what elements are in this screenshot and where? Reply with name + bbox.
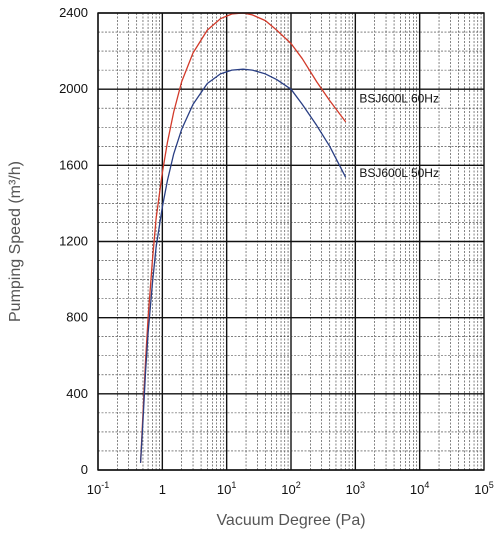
y-axis-title: Pumping Speed (m³/h) xyxy=(7,161,24,322)
y-tick-label: 0 xyxy=(81,462,88,477)
grid-lines xyxy=(97,12,484,471)
y-tick-label: 800 xyxy=(66,310,88,325)
x-axis-title: Vacuum Degree (Pa) xyxy=(216,512,365,529)
x-tick-label: 103 xyxy=(346,480,365,497)
x-tick-label: 1 xyxy=(159,482,166,497)
plot-frame xyxy=(97,12,485,471)
y-tick-label: 400 xyxy=(66,386,88,401)
series-line-60hz xyxy=(139,12,347,464)
series-line-50hz xyxy=(139,68,347,464)
x-tick-label: 102 xyxy=(281,480,300,497)
tick-labels: 0 400 800 1200 1600 2000 2400 10-1 1 101 102 103 104… xyxy=(59,5,494,497)
y-tick-label: 2400 xyxy=(59,5,88,20)
series-labels: BSJ600L 60Hz BSJ600L 50Hz xyxy=(359,91,439,179)
series-label-60hz: BSJ600L 60Hz xyxy=(359,91,439,105)
series-lines xyxy=(139,12,347,464)
y-tick-label: 1600 xyxy=(59,157,88,172)
y-tick-label: 1200 xyxy=(59,234,88,249)
series-label-50hz: BSJ600L 50Hz xyxy=(359,166,439,180)
y-tick-label: 2000 xyxy=(59,81,88,96)
x-tick-label: 101 xyxy=(217,480,236,497)
x-tick-label: 105 xyxy=(474,480,493,497)
x-tick-label: 10-1 xyxy=(87,480,109,497)
x-tick-label: 104 xyxy=(410,480,429,497)
